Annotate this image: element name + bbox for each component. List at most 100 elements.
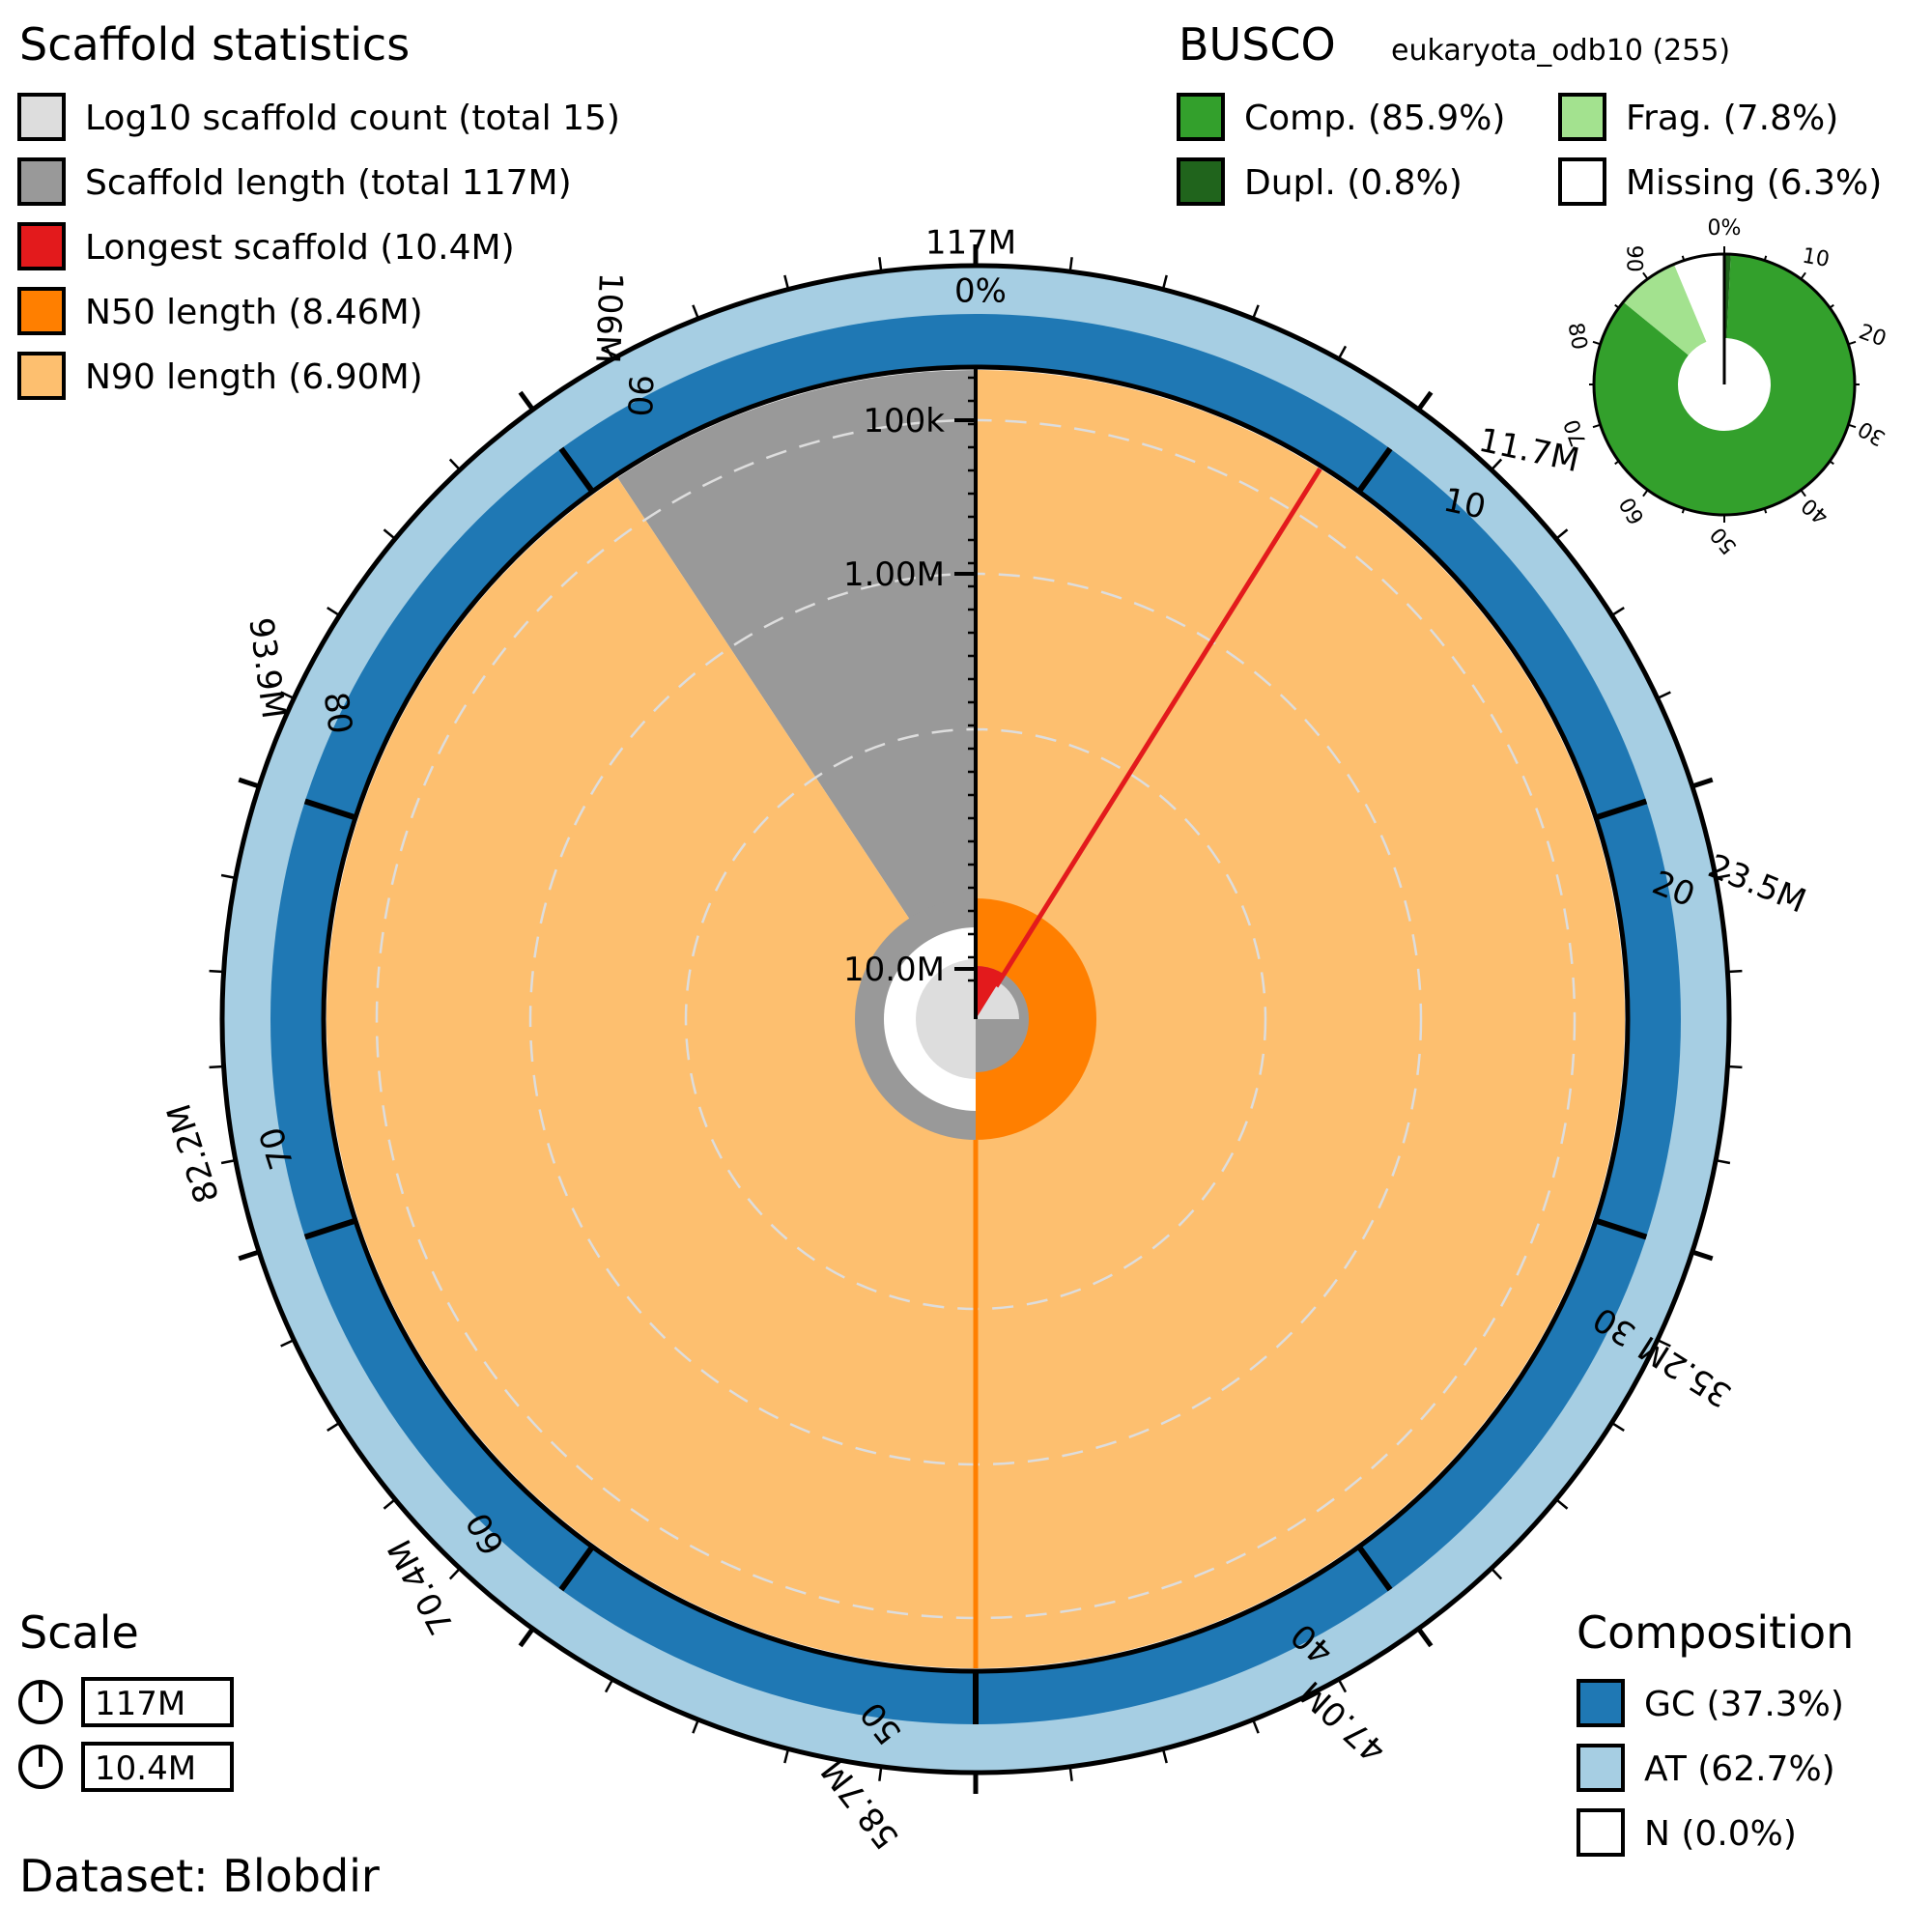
legend-swatch bbox=[1577, 1679, 1625, 1727]
outer-tick bbox=[1727, 969, 1743, 974]
percent-label: 0% bbox=[954, 272, 1007, 311]
busco-tick bbox=[1800, 271, 1806, 280]
longest-scaffold-line bbox=[994, 468, 1322, 988]
busco-tick bbox=[1681, 255, 1686, 261]
outer-tick bbox=[692, 304, 700, 320]
busco-tick bbox=[1592, 340, 1601, 346]
busco-complete-segment bbox=[1594, 254, 1856, 515]
radial-axis-label: 1.00M bbox=[843, 555, 945, 594]
legend-swatch bbox=[1177, 93, 1225, 141]
busco-legend: BUSCO eukaryota_odb10 (255) Comp. (85.9%… bbox=[1177, 18, 1882, 206]
busco-tick bbox=[1642, 271, 1649, 280]
outer-tick bbox=[1555, 528, 1569, 540]
busco-tick-label: 50 bbox=[1706, 523, 1742, 559]
legend-label: AT (62.7%) bbox=[1644, 1749, 1835, 1789]
legend-label: Frag. (7.8%) bbox=[1626, 99, 1838, 138]
outer-tick bbox=[1610, 1421, 1625, 1433]
outer-tick bbox=[604, 1678, 614, 1693]
outer-tick bbox=[448, 1567, 461, 1580]
busco-tick bbox=[1642, 489, 1649, 497]
busco-tick bbox=[1681, 508, 1686, 514]
percent-tick bbox=[303, 1217, 356, 1240]
legend-label: Longest scaffold (10.4M) bbox=[85, 228, 515, 268]
legend-label: GC (37.3%) bbox=[1644, 1685, 1844, 1724]
log-count-sector bbox=[916, 959, 976, 1079]
outer-tick bbox=[1691, 1249, 1714, 1262]
outer-tick bbox=[1657, 691, 1671, 700]
legend-swatch bbox=[1577, 1744, 1625, 1792]
legend-swatch bbox=[1177, 157, 1225, 206]
percent-tick bbox=[558, 446, 595, 494]
outer-tick bbox=[1251, 1719, 1260, 1734]
outer-tick bbox=[1251, 304, 1260, 320]
busco-tick bbox=[1614, 460, 1620, 466]
outer-tick bbox=[1610, 606, 1625, 617]
legend-label: N50 length (8.46M) bbox=[85, 293, 423, 332]
busco-tick-label: 60 bbox=[1615, 493, 1650, 528]
busco-tick bbox=[1614, 303, 1620, 309]
outer-tick bbox=[1715, 873, 1731, 880]
busco-tick-label: 20 bbox=[1856, 320, 1889, 352]
composition-title: Composition bbox=[1577, 1606, 1854, 1659]
outer-tick bbox=[280, 1338, 295, 1348]
snail-chart: 0%102030405060708090117M11.7M23.5M35.2M4… bbox=[159, 224, 1811, 1857]
outer-tick bbox=[518, 390, 535, 412]
outer-tick bbox=[383, 528, 396, 540]
outer-tick bbox=[783, 274, 790, 290]
outer-tick bbox=[1657, 1338, 1671, 1348]
legend-label: Missing (6.3%) bbox=[1626, 163, 1882, 203]
length-label: 82.2M bbox=[159, 1099, 227, 1208]
outer-tick bbox=[1337, 1678, 1348, 1693]
scale-box bbox=[81, 1742, 234, 1792]
legend-label: Dupl. (0.8%) bbox=[1244, 163, 1463, 203]
scale-box bbox=[81, 1677, 234, 1727]
legend-swatch bbox=[1577, 1808, 1625, 1857]
legend-swatch bbox=[1558, 157, 1606, 206]
busco-tick-label: 10 bbox=[1801, 244, 1832, 272]
outer-tick bbox=[280, 691, 295, 700]
percent-label: 80 bbox=[316, 690, 360, 736]
legend-swatch bbox=[17, 157, 66, 206]
busco-tick bbox=[1592, 423, 1601, 429]
scale-value: 10.4M bbox=[95, 1749, 196, 1788]
longest-scaffold-sector bbox=[976, 966, 1005, 1019]
legend-label: Log10 scaffold count (total 15) bbox=[85, 99, 620, 138]
legend-swatch bbox=[1558, 93, 1606, 141]
percent-label: 10 bbox=[1440, 481, 1490, 527]
outer-tick bbox=[1727, 1065, 1743, 1069]
outer-tick bbox=[1715, 1158, 1731, 1165]
outer-tick bbox=[220, 873, 237, 880]
busco-tick-label: 0% bbox=[1708, 216, 1742, 241]
outer-tick bbox=[383, 1498, 396, 1510]
legend-swatch bbox=[17, 93, 66, 141]
busco-fragmented-segment bbox=[1623, 264, 1707, 355]
radial-axis-label: 10.0M bbox=[843, 951, 945, 989]
percent-tick bbox=[1356, 1545, 1393, 1592]
outer-tick bbox=[878, 1766, 883, 1781]
percent-tick bbox=[558, 1545, 595, 1592]
outer-tick bbox=[1337, 345, 1348, 360]
outer-tick bbox=[448, 458, 461, 471]
outer-tick bbox=[1416, 1627, 1434, 1648]
outer-tick bbox=[692, 1719, 700, 1734]
scaffold-stats-legend: Scaffold statistics Log10 scaffold count… bbox=[17, 18, 620, 400]
scaffold-stats-title: Scaffold statistics bbox=[19, 18, 410, 71]
legend-label: N (0.0%) bbox=[1644, 1814, 1797, 1854]
composition-legend: Composition GC (37.3%) AT (62.7%) N (0.0%) bbox=[1577, 1606, 1854, 1857]
outer-tick bbox=[518, 1627, 535, 1648]
outer-tick bbox=[209, 1065, 224, 1069]
length-label: 117M bbox=[925, 224, 1016, 263]
scaffold-length-sector bbox=[617, 370, 976, 1019]
legend-swatch bbox=[17, 287, 66, 335]
busco-tick bbox=[1763, 508, 1768, 514]
busco-tick bbox=[1848, 340, 1857, 346]
outer-tick bbox=[1161, 1748, 1168, 1764]
busco-duplicated-segment bbox=[1724, 254, 1731, 339]
busco-tick-label: 40 bbox=[1798, 493, 1834, 528]
outer-tick bbox=[1161, 274, 1168, 290]
dataset-label: Dataset: Blobdir bbox=[19, 1850, 380, 1902]
legend-label: Scaffold length (total 117M) bbox=[85, 163, 572, 203]
outer-tick bbox=[1491, 458, 1503, 471]
outer-tick bbox=[1416, 390, 1434, 412]
